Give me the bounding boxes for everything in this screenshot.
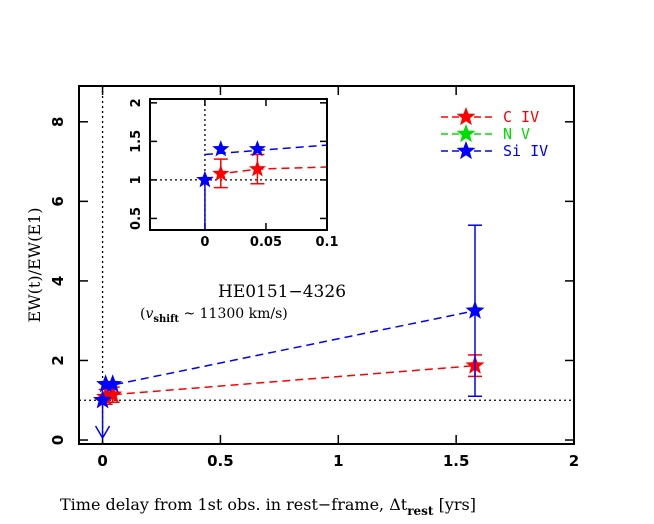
legend-marker-si-iv <box>456 141 476 160</box>
x-axis-label-symbol: Δt <box>389 495 408 514</box>
inset-frame <box>149 98 328 231</box>
legend: C IVN VSi IV <box>441 107 548 160</box>
y-tick-label: 4 <box>49 276 67 286</box>
object-name-label: HE0151−4326 <box>218 282 346 302</box>
y-tick-label: 0 <box>49 435 67 445</box>
si-iv-point <box>248 140 266 157</box>
y-tick-label: 2 <box>49 355 67 365</box>
c-iv-point <box>248 160 266 177</box>
inset-background <box>150 99 327 230</box>
x-axis-label-subscript: rest <box>407 504 434 518</box>
si-iv-point <box>96 374 116 393</box>
x-axis-label-unit: [yrs] <box>433 495 475 514</box>
velocity-subscript: shift <box>153 314 179 325</box>
y-tick-label: 1 <box>129 175 144 184</box>
x-tick-label: 2 <box>569 452 579 470</box>
x-tick-label: 0 <box>97 452 107 470</box>
x-axis-label: Time delay from 1st obs. in rest−frame, … <box>60 495 476 518</box>
c-iv-point <box>96 387 116 406</box>
si-iv-point <box>212 140 230 157</box>
velocity-symbol: v <box>145 306 153 322</box>
x-tick-label: 0.1 <box>315 235 338 250</box>
legend-marker-c-iv <box>456 107 476 126</box>
si-iv-point <box>93 390 113 409</box>
inset-plot <box>150 99 327 230</box>
y-tick-label: 6 <box>49 196 67 206</box>
y-tick-label: 8 <box>49 117 67 127</box>
si-iv-upper-limit-arrowhead <box>94 425 111 440</box>
x-tick-label: 1.5 <box>443 452 470 470</box>
x-tick-label: 0 <box>200 235 209 250</box>
main-plot: 0 0.5 1 1.5 2 0 2 4 6 8 <box>49 86 579 470</box>
y-tick-label: 2 <box>129 98 144 107</box>
si-iv-series-line <box>102 310 476 388</box>
legend-label-c-iv: C IV <box>503 108 539 126</box>
x-tick-label: 1 <box>333 452 343 470</box>
c-iv-series-line <box>102 364 476 401</box>
legend-label-n-v: N V <box>503 125 530 143</box>
x-axis-label-text: Time delay from 1st obs. in rest−frame, <box>60 495 389 514</box>
si-iv-point <box>196 170 214 188</box>
si-iv-point <box>465 300 485 319</box>
velocity-label: (vshift ~ 11300 km/s) <box>140 306 288 325</box>
c-iv-point <box>103 384 123 403</box>
y-tick-label: 1.5 <box>129 130 144 153</box>
y-tick-label: 0.5 <box>129 207 144 230</box>
legend-label-si-iv: Si IV <box>503 142 548 160</box>
x-tick-label: 0.5 <box>207 452 234 470</box>
velocity-prefix: ( <box>140 306 145 322</box>
main-plot-frame <box>78 85 575 445</box>
si-iv-point <box>103 374 123 393</box>
y-axis-label: EW(t)/EW(E1) <box>25 208 44 323</box>
legend-marker-n-v <box>456 124 476 143</box>
c-iv-point <box>212 164 230 181</box>
x-tick-label: 0.05 <box>250 235 282 250</box>
velocity-suffix: ~ 11300 km/s) <box>179 306 288 322</box>
inset-tick-labels: 0 0.05 0.1 0.5 1 1.5 2 <box>129 98 339 250</box>
